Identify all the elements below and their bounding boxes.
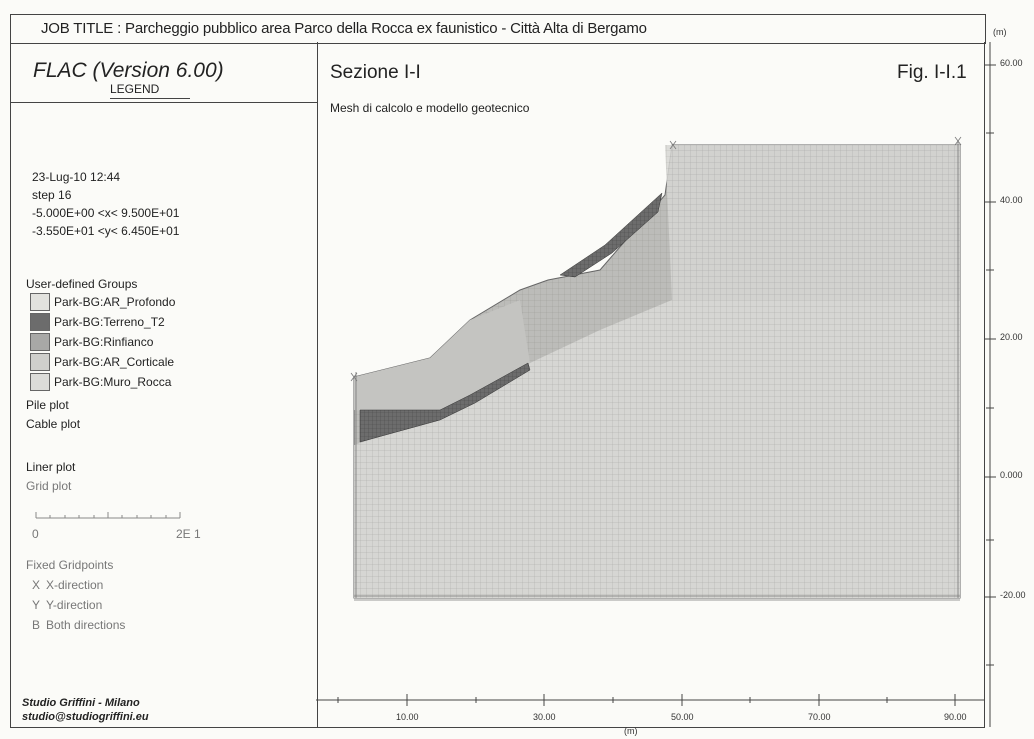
group-label: Park-BG:Rinfianco xyxy=(54,335,154,349)
mesh-muro-rocca-region xyxy=(665,145,960,300)
plot-panel xyxy=(316,42,985,728)
y-tick-label: 20.00 xyxy=(1000,332,1023,342)
fixed-symbol-b: B xyxy=(32,618,41,632)
groups-title: User-defined Groups xyxy=(26,277,138,291)
x-tick-label: 70.00 xyxy=(808,712,831,722)
group-label: Park-BG:Muro_Rocca xyxy=(54,375,172,389)
fixed-label-x: X-direction xyxy=(46,578,104,592)
fixed-gridpoints-title: Fixed Gridpoints xyxy=(26,558,114,572)
legend-panel: FLAC (Version 6.00) xyxy=(10,42,318,728)
x-tick-label: 10.00 xyxy=(396,712,419,722)
scale-zero: 0 xyxy=(32,527,39,541)
fixed-symbol-y: Y xyxy=(32,598,41,612)
fixed-symbol-x: X xyxy=(32,578,41,592)
y-tick-label: -20.00 xyxy=(1000,590,1026,600)
section-title: Sezione I-I xyxy=(330,62,421,83)
step-count: step 16 xyxy=(32,188,72,202)
y-unit-label: (m) xyxy=(993,27,1007,37)
x-tick-label: 50.00 xyxy=(671,712,694,722)
software-box: FLAC (Version 6.00) xyxy=(11,42,317,103)
group-label: Park-BG:AR_Profondo xyxy=(54,295,176,309)
legend-underline xyxy=(110,98,190,99)
job-title-bar: JOB TITLE : Parcheggio pubblico area Par… xyxy=(10,14,986,44)
studio-name: Studio Griffini - Milano xyxy=(22,697,140,709)
group-swatch-muro-rocca xyxy=(30,373,50,391)
cable-plot-label: Cable plot xyxy=(26,417,81,431)
group-swatch-ar-profondo xyxy=(30,293,50,311)
x-tick-label: 90.00 xyxy=(944,712,967,722)
x-range: -5.000E+00 <x< 9.500E+01 xyxy=(32,206,180,220)
fixed-label-y: Y-direction xyxy=(46,598,103,612)
mesh-rinfianco-region xyxy=(354,300,530,420)
group-swatch-rinfianco xyxy=(30,333,50,351)
group-swatch-ar-corticale xyxy=(30,353,50,371)
y-tick-label: 0.000 xyxy=(1000,470,1023,480)
y-range: -3.550E+01 <y< 6.450E+01 xyxy=(32,224,180,238)
y-ticks xyxy=(984,64,996,666)
y-tick-label: 60.00 xyxy=(1000,58,1023,68)
job-title: JOB TITLE : Parcheggio pubblico area Par… xyxy=(41,20,647,37)
fixed-label-b: Both directions xyxy=(46,618,126,632)
grid-scale-bar xyxy=(35,512,181,519)
x-unit-label: (m) xyxy=(624,726,638,736)
mesh-terreno-t2-upper-band xyxy=(559,192,663,278)
y-tick-label: 40.00 xyxy=(1000,195,1023,205)
mesh-terreno-t2-lower-band xyxy=(359,362,531,443)
figure-label: Fig. I-I.1 xyxy=(897,62,967,83)
date-time: 23-Lug-10 12:44 xyxy=(32,170,121,184)
group-label: Park-BG:AR_Corticale xyxy=(54,355,175,369)
x-tick-label: 30.00 xyxy=(533,712,556,722)
fixed-gridpoint-markers xyxy=(350,136,962,601)
scale-max: 2E 1 xyxy=(176,527,201,541)
x-ticks xyxy=(337,694,956,706)
legend-title: LEGEND xyxy=(110,82,160,96)
group-label: Park-BG:Terreno_T2 xyxy=(54,315,165,329)
software-title: FLAC (Version 6.00) xyxy=(33,59,224,82)
liner-plot-label: Liner plot xyxy=(26,460,76,474)
plot-subtitle: Mesh di calcolo e modello geotecnico xyxy=(330,101,530,115)
grid-plot-label: Grid plot xyxy=(26,479,72,493)
mesh-ar-profondo-region xyxy=(354,300,960,598)
pile-plot-label: Pile plot xyxy=(26,398,69,412)
studio-email: studio@studiogriffini.eu xyxy=(22,711,149,723)
group-swatch-terreno-t2 xyxy=(30,313,50,331)
